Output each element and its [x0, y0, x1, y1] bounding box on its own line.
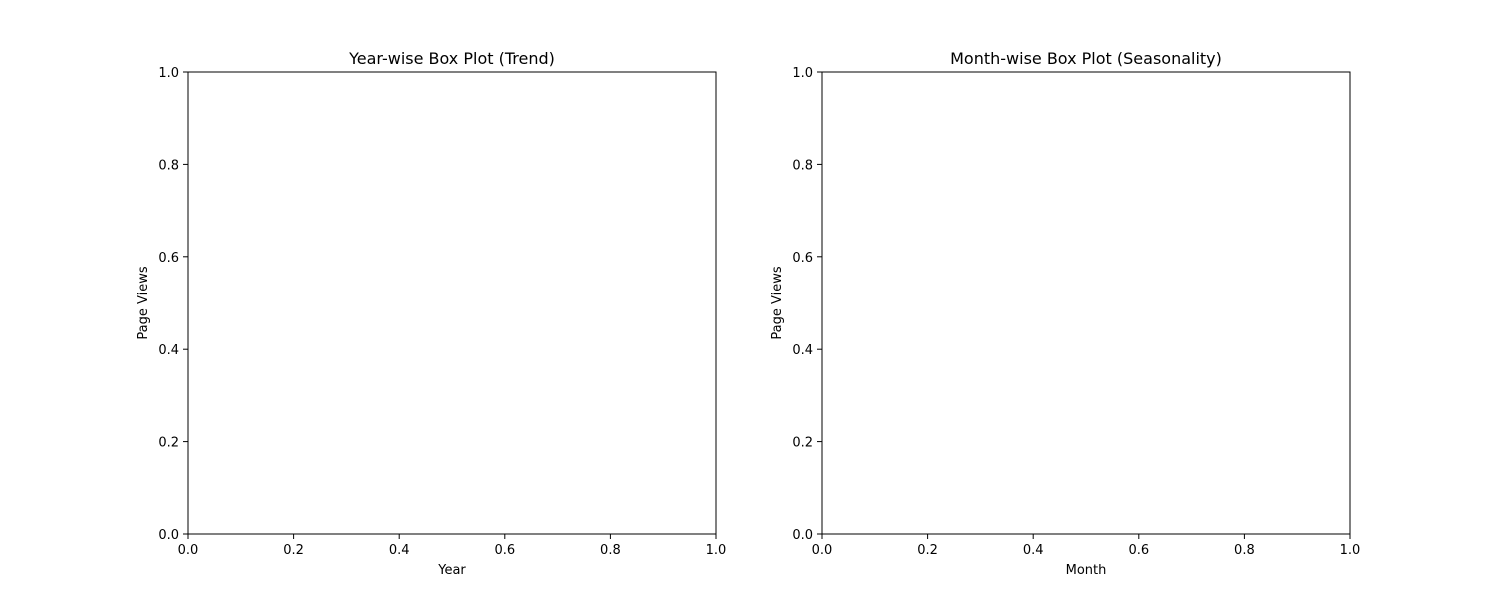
x-tick-label: 1.0 [706, 543, 727, 558]
y-tick-label: 1.0 [158, 66, 179, 81]
x-axis-label: Year [437, 563, 466, 578]
x-axis-ticks: 0.0 0.2 0.4 0.6 0.8 1.0 [812, 534, 1361, 558]
y-axis-ticks: 0.0 0.2 0.4 0.6 0.8 1.0 [158, 66, 188, 543]
plot-area-frame [821, 71, 1351, 535]
x-tick-label: 0.0 [178, 543, 199, 558]
year-wise-subplot: Year-wise Box Plot (Trend) 0.0 0.2 0.4 0.6 0… [136, 49, 726, 578]
y-tick-label: 0.8 [792, 158, 813, 173]
y-axis-ticks: 0.0 0.2 0.4 0.6 0.8 1.0 [792, 66, 822, 543]
y-tick-label: 0.0 [158, 528, 179, 543]
y-tick-label: 0.0 [792, 528, 813, 543]
month-wise-subplot: Month-wise Box Plot (Seasonality) 0.0 0.2… [770, 49, 1360, 578]
x-axis-ticks: 0.0 0.2 0.4 0.6 0.8 1.0 [178, 534, 727, 558]
x-axis-label: Month [1066, 563, 1107, 578]
y-tick-label: 0.4 [158, 343, 179, 358]
y-tick-label: 1.0 [792, 66, 813, 81]
subplot-title: Year-wise Box Plot (Trend) [348, 49, 555, 68]
x-tick-label: 0.4 [1023, 543, 1044, 558]
y-tick-label: 0.8 [158, 158, 179, 173]
x-tick-label: 0.8 [1234, 543, 1255, 558]
y-tick-label: 0.6 [792, 251, 813, 266]
x-tick-label: 1.0 [1340, 543, 1361, 558]
y-tick-label: 0.6 [158, 251, 179, 266]
y-tick-label: 0.2 [792, 436, 813, 451]
x-tick-label: 0.2 [283, 543, 304, 558]
x-tick-label: 0.8 [600, 543, 621, 558]
x-tick-label: 0.0 [812, 543, 833, 558]
y-axis-label: Page Views [770, 266, 785, 339]
x-tick-label: 0.6 [494, 543, 515, 558]
y-tick-label: 0.4 [792, 343, 813, 358]
x-tick-label: 0.4 [389, 543, 410, 558]
plot-area-frame [187, 71, 717, 535]
subplot-title: Month-wise Box Plot (Seasonality) [950, 49, 1222, 68]
y-tick-label: 0.2 [158, 436, 179, 451]
y-axis-label: Page Views [136, 266, 151, 339]
x-tick-label: 0.6 [1128, 543, 1149, 558]
x-tick-label: 0.2 [917, 543, 938, 558]
